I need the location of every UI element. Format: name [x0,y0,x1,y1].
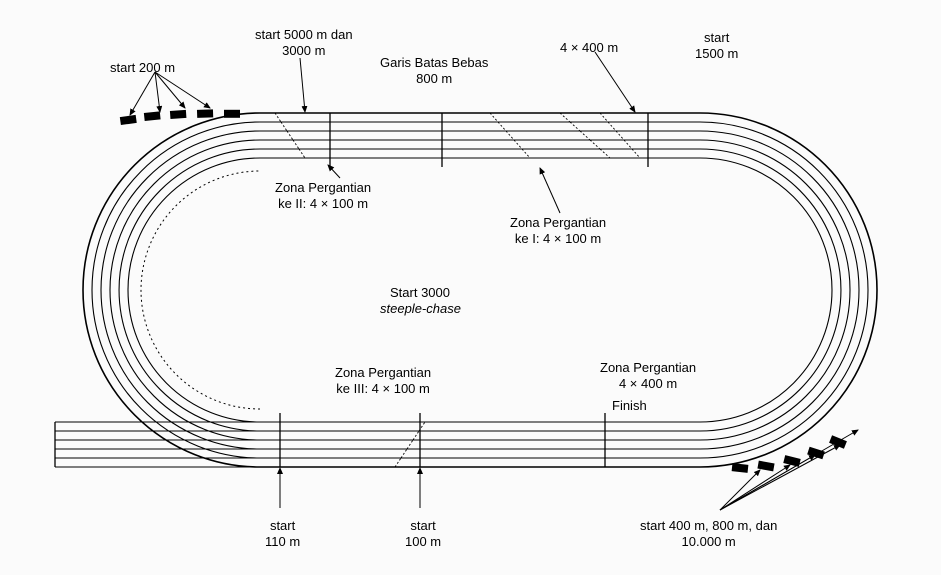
label-start-1500: start1500 m [695,30,738,63]
label-garis: Garis Batas Bebas800 m [380,55,488,88]
label-zona-ii: Zona Pergantianke II: 4 × 100 m [275,180,371,213]
label-zona-iii: Zona Pergantianke III: 4 × 100 m [335,365,431,398]
label-finish: Finish [612,398,647,414]
label-start-200: start 200 m [110,60,175,76]
label-4x400: 4 × 400 m [560,40,618,56]
label-start-5000: start 5000 m dan3000 m [255,27,353,60]
label-steeple2: steeple-chase [380,301,461,317]
label-steeple: Start 3000 [390,285,450,301]
label-start-400: start 400 m, 800 m, dan10.000 m [640,518,777,551]
label-zona-4x400: Zona Pergantian4 × 400 m [600,360,696,393]
label-start-100: start100 m [405,518,441,551]
label-start-110: start110 m [265,518,300,551]
label-zona-i: Zona Pergantianke I: 4 × 100 m [510,215,606,248]
